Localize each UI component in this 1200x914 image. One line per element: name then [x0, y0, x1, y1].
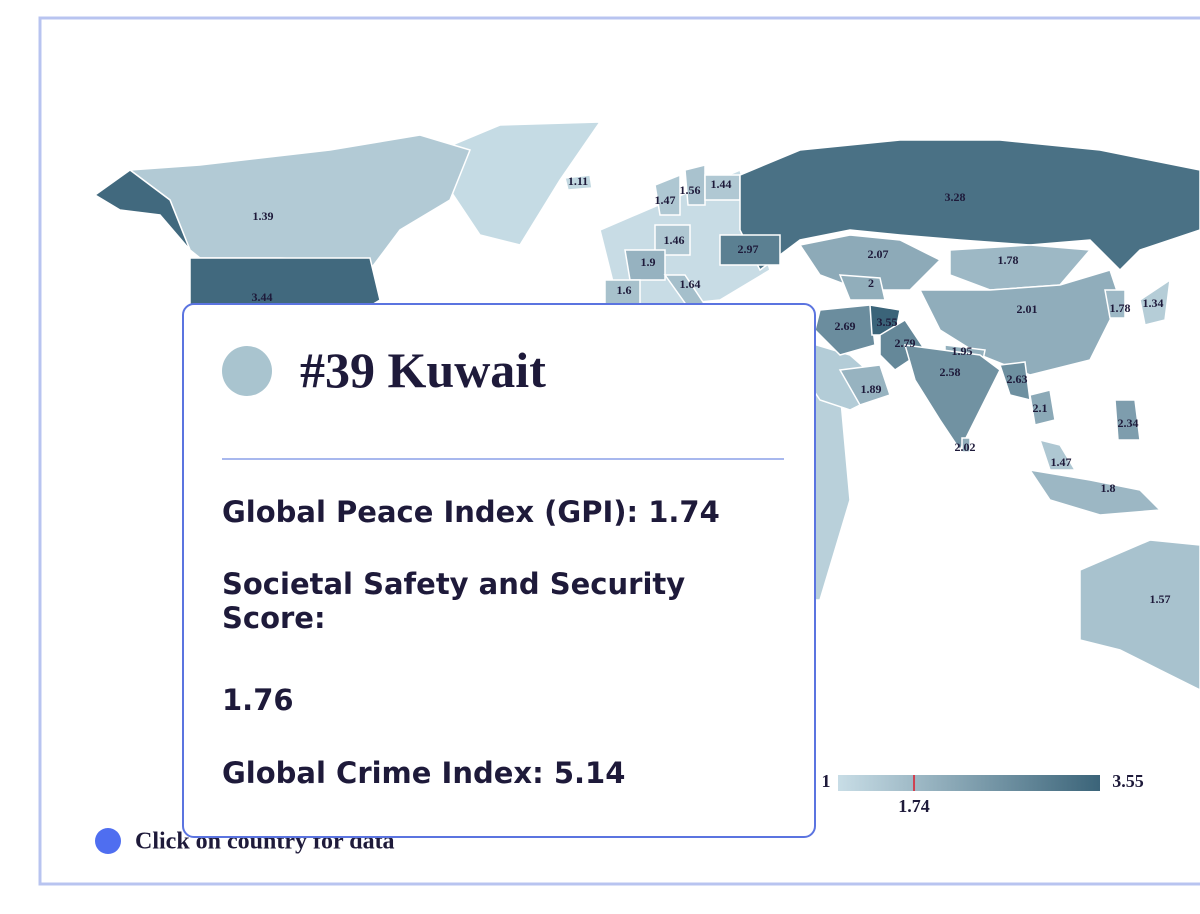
country-value: 2.01	[1017, 302, 1038, 316]
country	[961, 437, 971, 453]
country-value: 1.89	[861, 382, 882, 396]
safety-label: Societal Safety and Security Score:	[222, 567, 686, 635]
country	[1139, 278, 1171, 326]
country-value: 1.47	[1051, 455, 1072, 469]
country-value: 2.63	[1007, 372, 1028, 386]
country	[564, 174, 593, 191]
country-value: 1.11	[568, 174, 588, 188]
legend-marker-group: 1.74	[898, 775, 930, 816]
country-value: 2.34	[1118, 416, 1139, 430]
country	[1104, 289, 1126, 319]
labels: 1.11 1.39 1.47 1.56 1.44 3.28 2.07 1.78 1.46 2.97…	[252, 174, 1171, 606]
crime-label: Global Crime Index:	[222, 756, 544, 790]
country-dot	[222, 346, 272, 396]
country-value: 3.44	[252, 290, 273, 304]
country-value: 2.69	[835, 319, 856, 333]
country	[1114, 399, 1141, 441]
regions	[93, 134, 1200, 691]
country	[798, 234, 942, 291]
country-value: 1.57	[1150, 592, 1171, 606]
country-value: 1.47	[655, 193, 676, 207]
country-value: 1.44	[711, 177, 732, 191]
country-value: 1.56	[680, 183, 701, 197]
country	[838, 364, 891, 406]
country-value: 1.8	[1101, 481, 1116, 495]
legend-marker-label: 1.74	[898, 796, 930, 816]
tooltip: #39 Kuwait Global Peace Index (GPI): 1.7…	[182, 303, 816, 838]
country	[903, 344, 1001, 452]
safety-value: 1.76	[222, 683, 294, 717]
divider	[222, 458, 784, 460]
country-value: 2.58	[940, 365, 961, 379]
country-value: 2	[868, 276, 874, 290]
country	[654, 224, 691, 256]
gpi-row: Global Peace Index (GPI): 1.74	[222, 495, 742, 529]
legend-bar	[838, 775, 1100, 791]
country-value: 1.34	[1143, 296, 1164, 310]
country	[838, 274, 886, 301]
country-value: 2.79	[895, 336, 916, 350]
gpi-label: Global Peace Index (GPI):	[222, 495, 639, 529]
country	[998, 361, 1031, 401]
country-value: 3.55	[877, 315, 898, 329]
country	[93, 169, 191, 251]
country	[684, 164, 706, 206]
country-value: 2.02	[955, 440, 976, 454]
country-value: 2.97	[738, 242, 759, 256]
country-value: 1.39	[253, 209, 274, 223]
country-value: 1.9	[641, 255, 656, 269]
country	[654, 173, 681, 216]
country-value: 1.95	[952, 344, 973, 358]
country-value: 1.78	[998, 253, 1019, 267]
tooltip-title: #39 Kuwait	[300, 342, 546, 398]
country	[1028, 468, 1162, 516]
country-value: 2.1	[1033, 401, 1048, 415]
frame	[38, 16, 1200, 886]
country	[624, 249, 666, 281]
legend-min: 1	[822, 771, 831, 791]
country	[1038, 438, 1077, 471]
country-value: 1.46	[664, 233, 685, 247]
country	[1029, 389, 1056, 426]
country	[739, 139, 1200, 272]
country-value: 1.64	[680, 277, 701, 291]
country	[719, 234, 781, 266]
gpi-value: 1.74	[648, 495, 720, 529]
country-value: 3.28	[945, 190, 966, 204]
crime-value: 5.14	[553, 756, 626, 790]
country	[127, 134, 472, 271]
greenland	[439, 121, 602, 246]
country	[1079, 539, 1200, 691]
hint-dot	[95, 828, 121, 854]
legend-max: 3.55	[1112, 771, 1144, 791]
country-value: 1.78	[1110, 301, 1131, 315]
country-value: 1.6	[617, 283, 632, 297]
crime-row: Global Crime Index: 5.14	[222, 756, 742, 790]
country-value: 2.07	[868, 247, 889, 261]
